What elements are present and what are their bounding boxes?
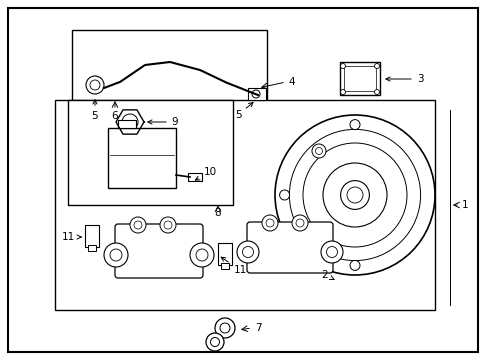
FancyBboxPatch shape: [115, 224, 203, 278]
Circle shape: [262, 215, 278, 231]
Circle shape: [311, 144, 325, 158]
Circle shape: [374, 63, 379, 68]
Circle shape: [349, 260, 359, 270]
Circle shape: [340, 90, 345, 95]
Bar: [218, 243, 231, 265]
Bar: [118, 120, 136, 128]
Circle shape: [196, 249, 207, 261]
Circle shape: [279, 190, 289, 200]
Circle shape: [340, 181, 368, 210]
Circle shape: [160, 217, 176, 233]
Circle shape: [374, 90, 379, 95]
Circle shape: [110, 249, 122, 261]
Bar: [88, 245, 96, 251]
Text: 2: 2: [321, 270, 333, 280]
Circle shape: [190, 243, 214, 267]
Circle shape: [315, 148, 322, 154]
Text: 7: 7: [254, 323, 261, 333]
Bar: [247, 88, 265, 100]
Circle shape: [237, 241, 259, 263]
Circle shape: [274, 115, 434, 275]
Text: 9: 9: [147, 117, 178, 127]
Text: 8: 8: [214, 208, 221, 218]
Bar: [221, 263, 228, 269]
Circle shape: [291, 215, 307, 231]
Circle shape: [346, 187, 362, 203]
Circle shape: [349, 120, 359, 130]
Bar: [72, 30, 266, 165]
Text: 5: 5: [92, 100, 98, 121]
Text: 11: 11: [61, 232, 81, 242]
Circle shape: [104, 243, 128, 267]
Bar: [108, 128, 176, 188]
Text: 1: 1: [461, 200, 468, 210]
Circle shape: [220, 323, 229, 333]
Circle shape: [326, 247, 337, 257]
Bar: [55, 100, 434, 310]
Text: 6: 6: [111, 111, 118, 121]
Circle shape: [86, 76, 104, 94]
Circle shape: [90, 80, 100, 90]
Circle shape: [122, 114, 138, 130]
Circle shape: [134, 221, 142, 229]
Circle shape: [210, 338, 219, 346]
Text: 4: 4: [288, 77, 295, 87]
Circle shape: [320, 241, 342, 263]
Circle shape: [163, 221, 172, 229]
Bar: [343, 66, 375, 91]
Bar: [85, 225, 99, 247]
Text: 10: 10: [195, 167, 216, 180]
FancyBboxPatch shape: [246, 222, 332, 273]
Circle shape: [251, 90, 260, 98]
Circle shape: [242, 247, 253, 257]
Bar: [68, 100, 232, 205]
Bar: [339, 62, 379, 95]
Text: 3: 3: [385, 74, 423, 84]
Circle shape: [205, 333, 224, 351]
Circle shape: [215, 318, 235, 338]
Circle shape: [295, 219, 304, 227]
Circle shape: [130, 217, 146, 233]
Circle shape: [265, 219, 273, 227]
Bar: [187, 173, 202, 181]
Text: 5: 5: [234, 103, 252, 120]
Text: 11: 11: [221, 257, 246, 275]
Circle shape: [340, 63, 345, 68]
